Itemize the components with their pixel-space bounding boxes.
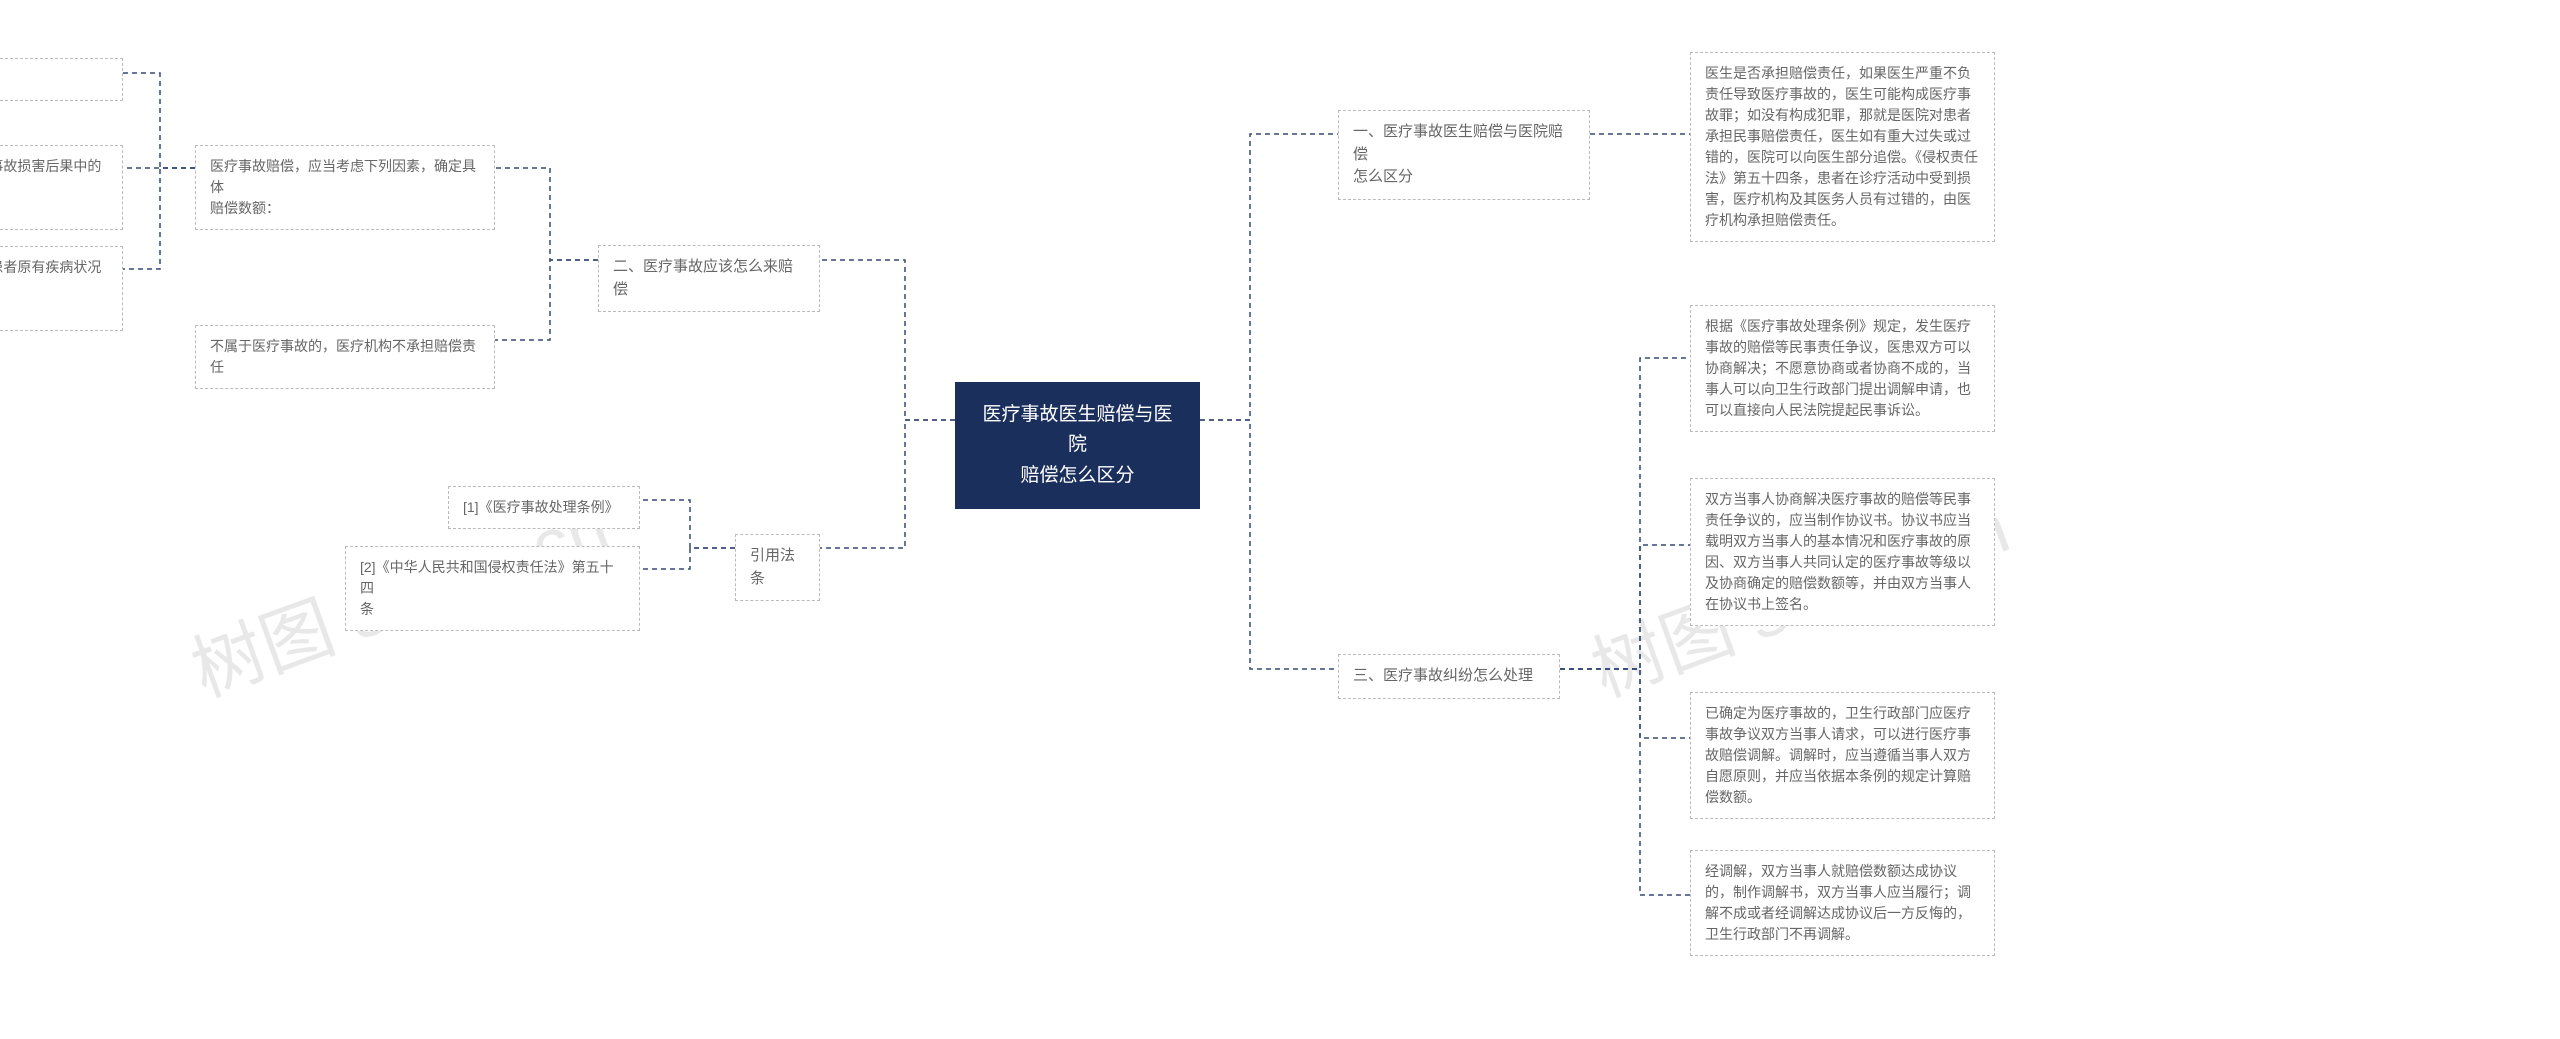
root-node: 医疗事故医生赔偿与医院 赔偿怎么区分 <box>955 382 1200 509</box>
branch-3-c2: 双方当事人协商解决医疗事故的赔偿等民事责任争议的，应当制作协议书。协议书应当载明… <box>1690 478 1995 626</box>
ref-c2-ln1: [2]《中华人民共和国侵权责任法》第五十四 <box>360 557 625 599</box>
ref-c2: [2]《中华人民共和国侵权责任法》第五十四 条 <box>345 546 640 631</box>
b2-g2-ln1: (二)医疗过失行为在医疗事故损害后果中的责 <box>0 156 108 198</box>
b2-g2: (二)医疗过失行为在医疗事故损害后果中的责 任程度； <box>0 145 123 230</box>
b2-c1-ln2: 赔偿数额： <box>210 198 480 219</box>
branch-2-c1: 医疗事故赔偿，应当考虑下列因素，确定具体 赔偿数额： <box>195 145 495 230</box>
b2-g3-ln2: 间的关系。 <box>0 299 108 320</box>
branch-2-c2: 不属于医疗事故的，医疗机构不承担赔偿责任 <box>195 325 495 389</box>
root-line2: 赔偿怎么区分 <box>977 461 1178 491</box>
ref-c1: [1]《医疗事故处理条例》 <box>448 486 640 529</box>
branch-1-ln1: 一、医疗事故医生赔偿与医院赔偿 <box>1353 121 1575 166</box>
ref-c2-ln2: 条 <box>360 599 625 620</box>
b2-g3: (三)医疗事故损害后果与患者原有疾病状况之 间的关系。 <box>0 246 123 331</box>
b2-g2-ln2: 任程度； <box>0 198 108 219</box>
branch-2: 二、医疗事故应该怎么来赔偿 <box>598 245 820 312</box>
b2-c1-ln1: 医疗事故赔偿，应当考虑下列因素，确定具体 <box>210 156 480 198</box>
branch-1-child: 医生是否承担赔偿责任，如果医生严重不负责任导致医疗事故的，医生可能构成医疗事故罪… <box>1690 52 1995 242</box>
branch-1: 一、医疗事故医生赔偿与医院赔偿 怎么区分 <box>1338 110 1590 200</box>
b2-g1: (一)医疗事故等级； <box>0 58 123 101</box>
branch-3: 三、医疗事故纠纷怎么处理 <box>1338 654 1560 699</box>
b2-g3-ln1: (三)医疗事故损害后果与患者原有疾病状况之 <box>0 257 108 299</box>
root-line1: 医疗事故医生赔偿与医院 <box>977 400 1178 461</box>
branch-3-c3: 已确定为医疗事故的，卫生行政部门应医疗事故争议双方当事人请求，可以进行医疗事故赔… <box>1690 692 1995 819</box>
branch-1-ln2: 怎么区分 <box>1353 166 1575 189</box>
branch-3-c4: 经调解，双方当事人就赔偿数额达成协议的，制作调解书，双方当事人应当履行；调解不成… <box>1690 850 1995 956</box>
branch-3-c1: 根据《医疗事故处理条例》规定，发生医疗事故的赔偿等民事责任争议，医患双方可以协商… <box>1690 305 1995 432</box>
ref-branch: 引用法条 <box>735 534 820 601</box>
